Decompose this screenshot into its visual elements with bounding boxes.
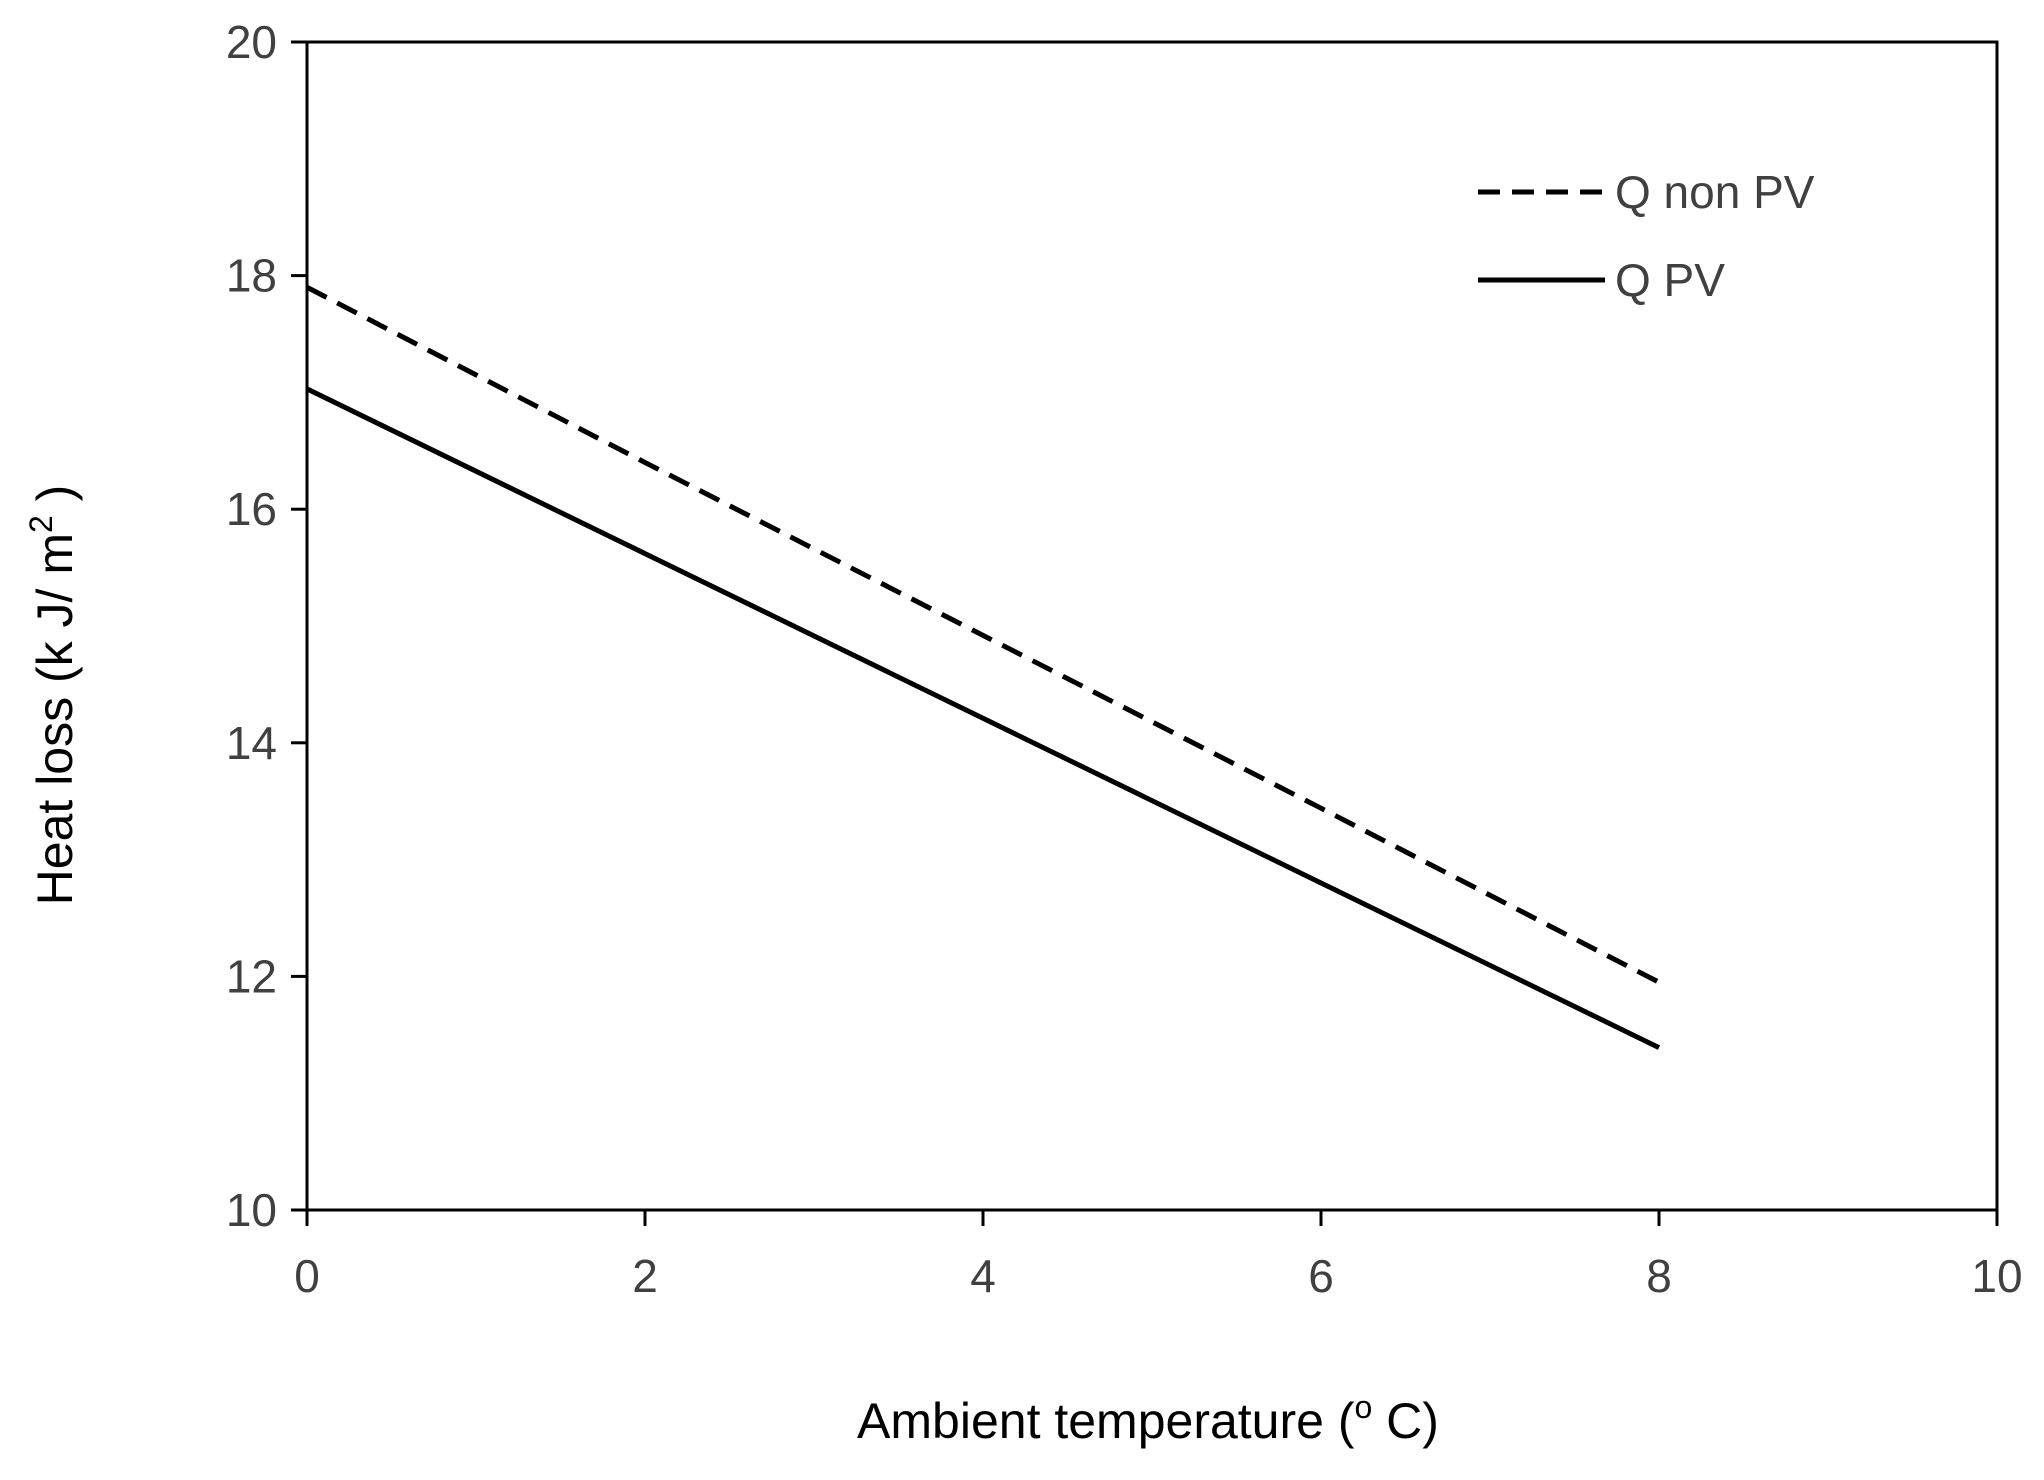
y-axis-ticks: 10 12 14 16 18 20 <box>226 16 307 1236</box>
y-axis-title: Heat loss (k J/ m2 ) <box>23 485 83 906</box>
series-lines <box>305 285 1661 1050</box>
legend-label-q-pv: Q PV <box>1615 254 1725 306</box>
y-tick-label: 20 <box>226 16 277 68</box>
legend-label-q-non-pv: Q non PV <box>1615 166 1815 218</box>
plot-frame <box>305 40 1999 1212</box>
x-tick-label: 10 <box>1971 1250 2022 1302</box>
x-tick-label: 4 <box>970 1250 996 1302</box>
x-axis-ticks: 0 2 4 6 8 10 <box>294 1210 2023 1302</box>
x-axis-title: Ambient temperature (o C) <box>857 1389 1439 1449</box>
y-tick-label: 10 <box>226 1184 277 1236</box>
x-tick-label: 2 <box>632 1250 658 1302</box>
y-tick-label: 14 <box>226 717 277 769</box>
x-tick-label: 6 <box>1308 1250 1334 1302</box>
y-tick-label: 16 <box>226 483 277 535</box>
y-tick-label: 12 <box>226 950 277 1002</box>
series-line-q-non-pv <box>305 285 1661 985</box>
series-line-q-pv <box>305 386 1661 1050</box>
y-tick-label: 18 <box>226 250 277 302</box>
x-tick-label: 0 <box>294 1250 320 1302</box>
x-tick-label: 8 <box>1646 1250 1672 1302</box>
legend: Q non PV Q PV <box>1478 166 1815 306</box>
